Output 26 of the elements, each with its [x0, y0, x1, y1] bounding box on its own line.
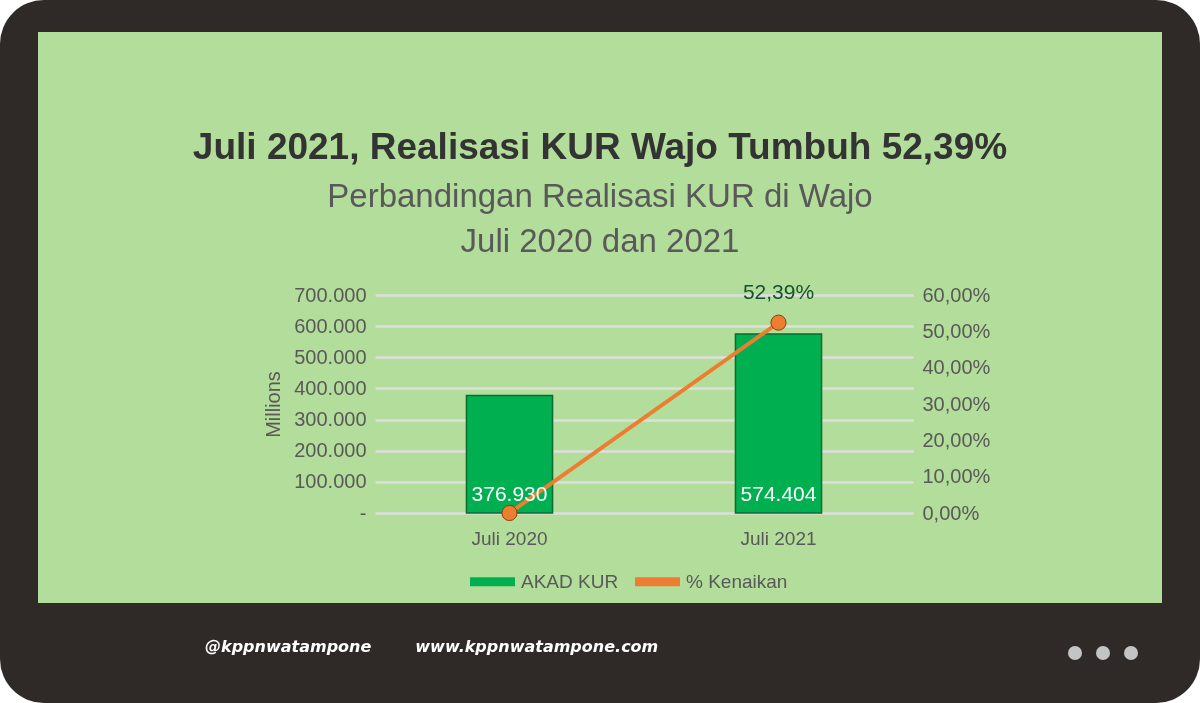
chart-subtitle: Perbandingan Realisasi KUR di Wajo Juli 2020 dan 2021 [327, 176, 873, 259]
y-tick-label: 100.000 [294, 470, 367, 493]
legend-label: AKAD KUR [521, 570, 619, 592]
data-label: 52,39% [742, 279, 815, 303]
y2-tick-label: 40,00% [922, 356, 991, 379]
legend-label: % Kenaikan [686, 570, 788, 592]
text: @kppnwatampone [205, 637, 372, 656]
y2-tick-label: 30,00% [922, 392, 991, 415]
x-tick-label: Juli 2020 [471, 527, 548, 549]
y2-tick-label: 50,00% [922, 319, 991, 342]
data-label: 574.404 [740, 482, 817, 505]
text: www.kppnwatampone.com [415, 637, 659, 656]
y2-tick-label: 60,00% [922, 283, 991, 306]
chart-title: Juli 2021, Realisasi KUR Wajo Tumbuh 52,39% [192, 125, 1008, 167]
x-tick-label: Juli 2021 [740, 527, 817, 549]
y-axis-title: Millions [262, 371, 285, 438]
y-tick-label: - [359, 501, 367, 524]
y-tick-label: 300.000 [294, 408, 367, 431]
y-tick-label: 400.000 [294, 376, 367, 399]
y2-tick-label: 10,00% [922, 465, 991, 488]
y2-tick-label: 20,00% [922, 428, 991, 451]
y-tick-label: 200.000 [294, 439, 367, 462]
y-tick-label: 600.000 [294, 314, 367, 337]
y2-tick-label: 0,00% [922, 501, 980, 524]
y-tick-label: 700.000 [294, 283, 367, 306]
y-tick-label: 500.000 [294, 345, 367, 368]
